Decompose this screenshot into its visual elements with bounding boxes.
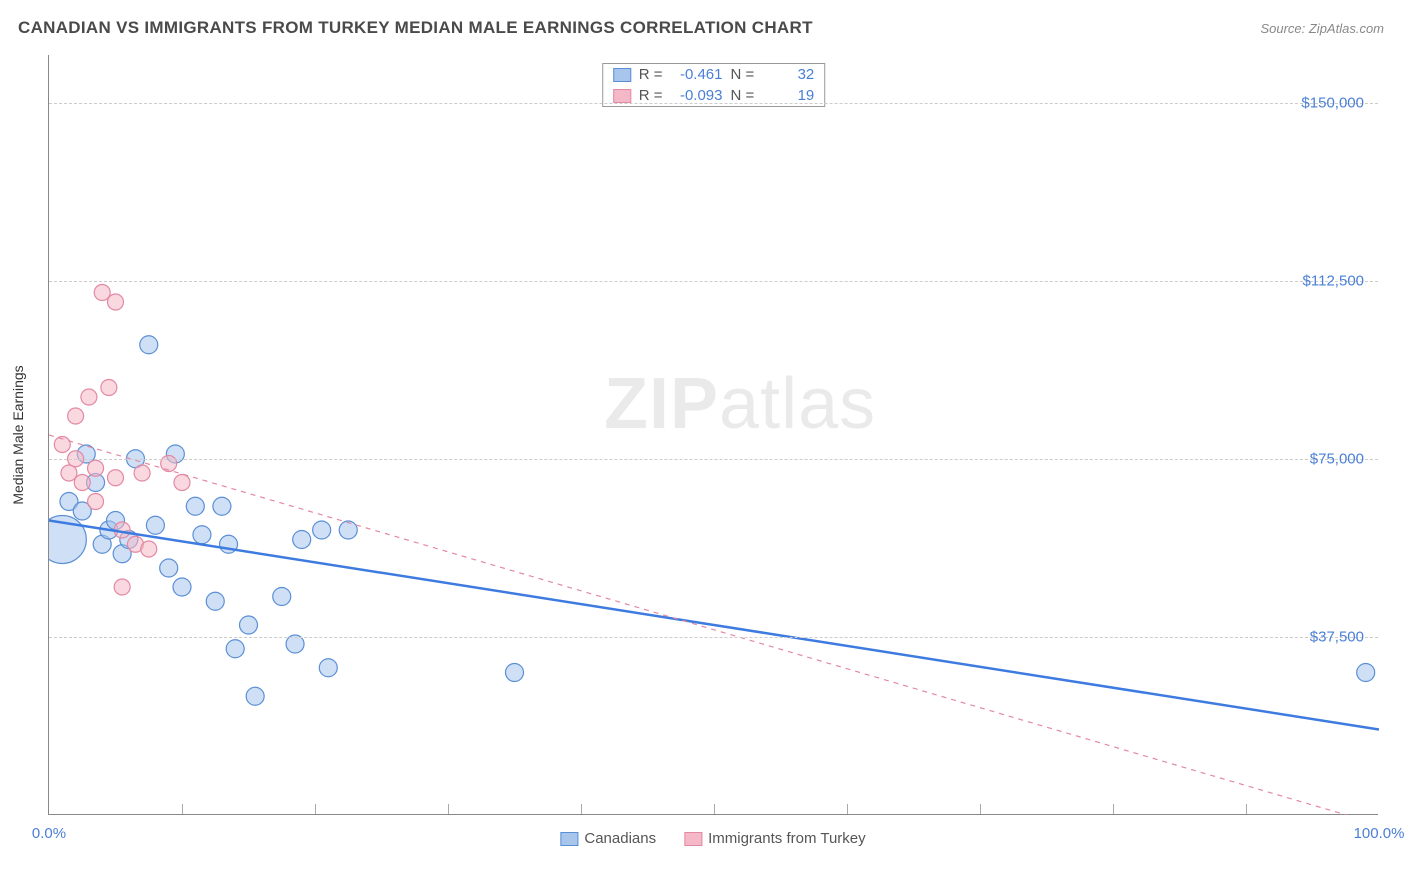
data-point [313, 521, 331, 539]
data-point [319, 659, 337, 677]
series-legend: Canadians Immigrants from Turkey [560, 830, 865, 847]
data-point [160, 559, 178, 577]
x-tick [448, 804, 449, 814]
data-point [246, 687, 264, 705]
legend-r-value: -0.093 [671, 87, 723, 104]
data-point [193, 526, 211, 544]
data-point [186, 497, 204, 515]
gridline-h [49, 637, 1378, 638]
data-point [293, 531, 311, 549]
plot-svg [49, 55, 1379, 815]
y-tick-label: $150,000 [1301, 94, 1364, 111]
x-tick [980, 804, 981, 814]
gridline-h [49, 103, 1378, 104]
data-point [94, 285, 110, 301]
data-point [61, 465, 77, 481]
data-point [206, 592, 224, 610]
data-point [88, 494, 104, 510]
correlation-legend: R = -0.461 N = 32 R = -0.093 N = 19 [602, 63, 826, 107]
x-tick-label: 100.0% [1354, 825, 1405, 842]
x-tick-label: 0.0% [32, 825, 66, 842]
data-point [273, 588, 291, 606]
legend-r-label: R = [639, 66, 663, 83]
data-point [146, 516, 164, 534]
x-tick [1113, 804, 1114, 814]
chart-title: CANADIAN VS IMMIGRANTS FROM TURKEY MEDIA… [18, 18, 813, 38]
data-point [213, 497, 231, 515]
data-point [88, 460, 104, 476]
legend-item: Immigrants from Turkey [684, 830, 866, 847]
data-point [141, 541, 157, 557]
data-point [226, 640, 244, 658]
x-tick [581, 804, 582, 814]
data-point [173, 578, 191, 596]
data-point [108, 470, 124, 486]
chart-area: Median Male Earnings ZIPatlas R = -0.461… [48, 55, 1378, 815]
legend-swatch [560, 832, 578, 846]
data-point [140, 336, 158, 354]
data-point [81, 389, 97, 405]
data-point [240, 616, 258, 634]
data-point [506, 664, 524, 682]
x-tick [1246, 804, 1247, 814]
data-point [339, 521, 357, 539]
legend-n-label: N = [731, 87, 755, 104]
x-tick [182, 804, 183, 814]
legend-item: Canadians [560, 830, 656, 847]
legend-swatch [613, 68, 631, 82]
legend-label: Canadians [584, 830, 656, 847]
legend-n-value: 32 [762, 66, 814, 83]
legend-n-value: 19 [762, 87, 814, 104]
chart-source: Source: ZipAtlas.com [1260, 21, 1384, 36]
data-point [174, 475, 190, 491]
x-tick [714, 804, 715, 814]
data-point [114, 579, 130, 595]
data-point [134, 465, 150, 481]
gridline-h [49, 459, 1378, 460]
data-point [108, 294, 124, 310]
chart-header: CANADIAN VS IMMIGRANTS FROM TURKEY MEDIA… [0, 0, 1406, 46]
x-tick [315, 804, 316, 814]
y-tick-label: $112,500 [1303, 272, 1364, 289]
gridline-h [49, 281, 1378, 282]
y-tick-label: $75,000 [1310, 450, 1364, 467]
legend-n-label: N = [731, 66, 755, 83]
legend-r-label: R = [639, 87, 663, 104]
data-point [74, 475, 90, 491]
data-point [68, 408, 84, 424]
legend-swatch [684, 832, 702, 846]
legend-r-value: -0.461 [671, 66, 723, 83]
x-tick [847, 804, 848, 814]
plot-region: ZIPatlas R = -0.461 N = 32 R = -0.093 N … [48, 55, 1378, 815]
legend-label: Immigrants from Turkey [708, 830, 866, 847]
data-point [101, 380, 117, 396]
y-axis-label: Median Male Earnings [10, 365, 26, 504]
y-tick-label: $37,500 [1310, 628, 1364, 645]
data-point [1357, 664, 1375, 682]
legend-row: R = -0.461 N = 32 [603, 64, 825, 85]
legend-swatch [613, 89, 631, 103]
